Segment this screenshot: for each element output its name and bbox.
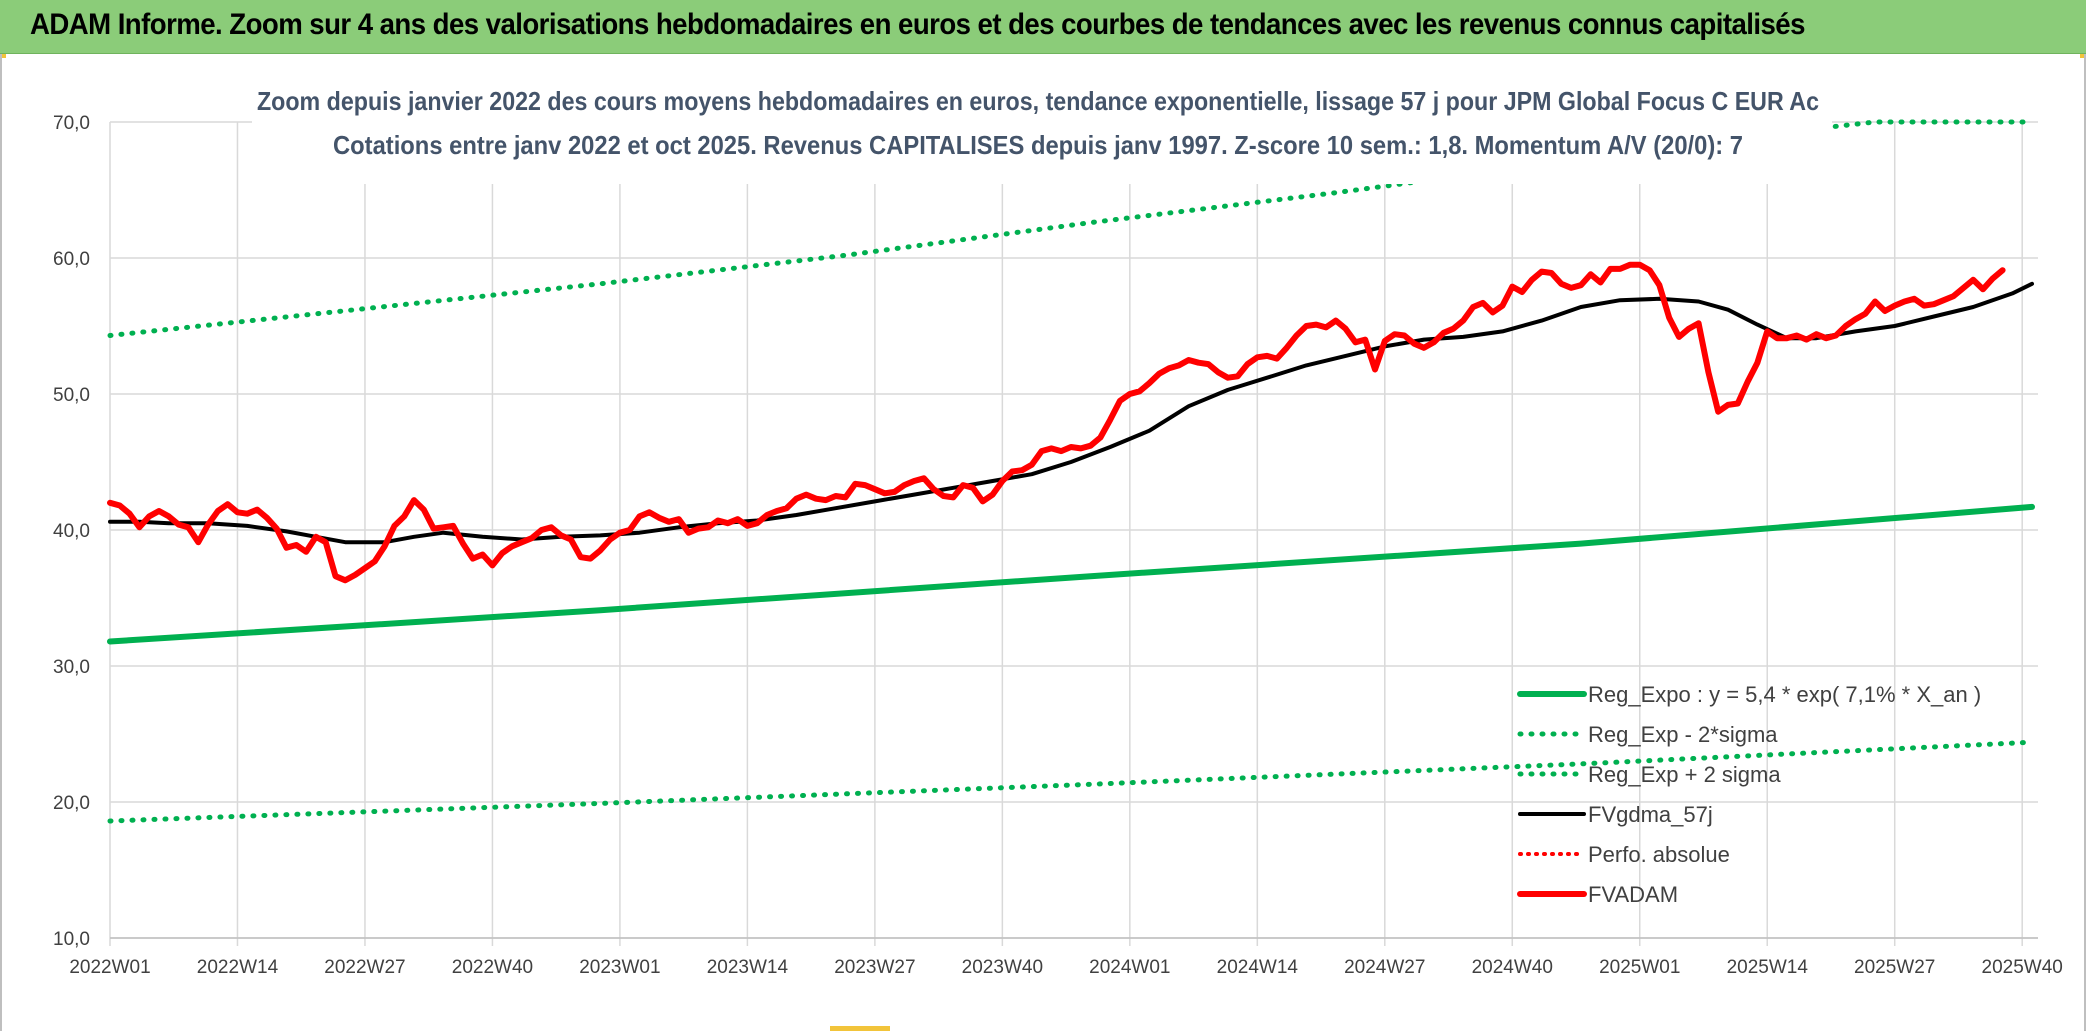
x-tick-label: 2025W27 <box>1854 957 1935 978</box>
series-line-reg_expo <box>107 503 2035 645</box>
x-tick-label: 2025W14 <box>1727 957 1809 978</box>
y-tick-label: 70,0 <box>53 113 90 134</box>
legend: Reg_Expo : y = 5,4 * exp( 7,1% * X_an ) R… <box>1517 682 1981 907</box>
series-line-fvgdma_57j <box>108 281 2034 545</box>
y-tick-label: 30,0 <box>53 657 90 678</box>
corner-accent-right <box>2080 54 2086 58</box>
y-tick-label: 20,0 <box>53 793 90 814</box>
chart-title-line1: Zoom depuis janvier 2022 des cours moyen… <box>257 86 1819 116</box>
chart-area: 10,0 20,0 30,0 40,0 50,0 60,0 70,0 2022W01 2022W… <box>0 54 2086 1031</box>
x-tick-label: 2023W01 <box>579 957 660 978</box>
y-tick-label: 50,0 <box>53 385 90 406</box>
x-tick-label: 2023W40 <box>962 957 1043 978</box>
y-tick-label: 60,0 <box>53 249 90 270</box>
x-tick-label: 2023W27 <box>834 957 915 978</box>
chart-svg: 10,0 20,0 30,0 40,0 50,0 60,0 70,0 2022W01 2022W… <box>53 80 2063 978</box>
x-tick-label: 2024W40 <box>1472 957 1553 978</box>
legend-entry-label: Reg_Exp + 2 sigma <box>1588 762 1781 787</box>
legend-entry-label: FVADAM <box>1588 882 1678 907</box>
x-tick-label: 2022W40 <box>452 957 533 978</box>
corner-accent-left <box>0 54 6 58</box>
series-line-fvadam <box>107 261 2006 584</box>
y-tick-label: 10,0 <box>53 929 90 950</box>
legend-entry-label: Reg_Expo : y = 5,4 * exp( 7,1% * X_an ) <box>1588 682 1981 707</box>
legend-entry-label: FVgdma_57j <box>1588 802 1713 827</box>
x-tick-label: 2022W14 <box>197 957 279 978</box>
legend-entry-label: Perfo. absolue <box>1588 842 1730 867</box>
corner-accent-bottom <box>830 1026 890 1031</box>
legend-entry-label: Reg_Exp - 2*sigma <box>1588 722 1778 747</box>
grid-layer <box>109 121 2038 946</box>
banner: ADAM Informe. Zoom sur 4 ans des valoris… <box>0 0 2086 54</box>
x-tick-label: 2023W14 <box>707 957 789 978</box>
axis-layer: 10,0 20,0 30,0 40,0 50,0 60,0 70,0 2022W01 2022W… <box>53 113 2063 978</box>
x-tick-label: 2022W01 <box>69 957 150 978</box>
x-tick-label: 2024W14 <box>1217 957 1299 978</box>
banner-title: ADAM Informe. Zoom sur 4 ans des valoris… <box>30 8 1805 41</box>
x-tick-label: 2025W40 <box>1982 957 2063 978</box>
chart-title-line2: Cotations entre janv 2022 et oct 2025. R… <box>333 130 1743 160</box>
x-tick-label: 2022W27 <box>324 957 405 978</box>
x-tick-label: 2024W01 <box>1089 957 1170 978</box>
series-layer <box>107 119 2035 824</box>
x-tick-label: 2025W01 <box>1599 957 1680 978</box>
x-tick-label: 2024W27 <box>1344 957 1425 978</box>
title-backdrop <box>252 80 1832 184</box>
y-tick-label: 40,0 <box>53 521 90 542</box>
series-line-reg_exp <box>107 739 2035 824</box>
